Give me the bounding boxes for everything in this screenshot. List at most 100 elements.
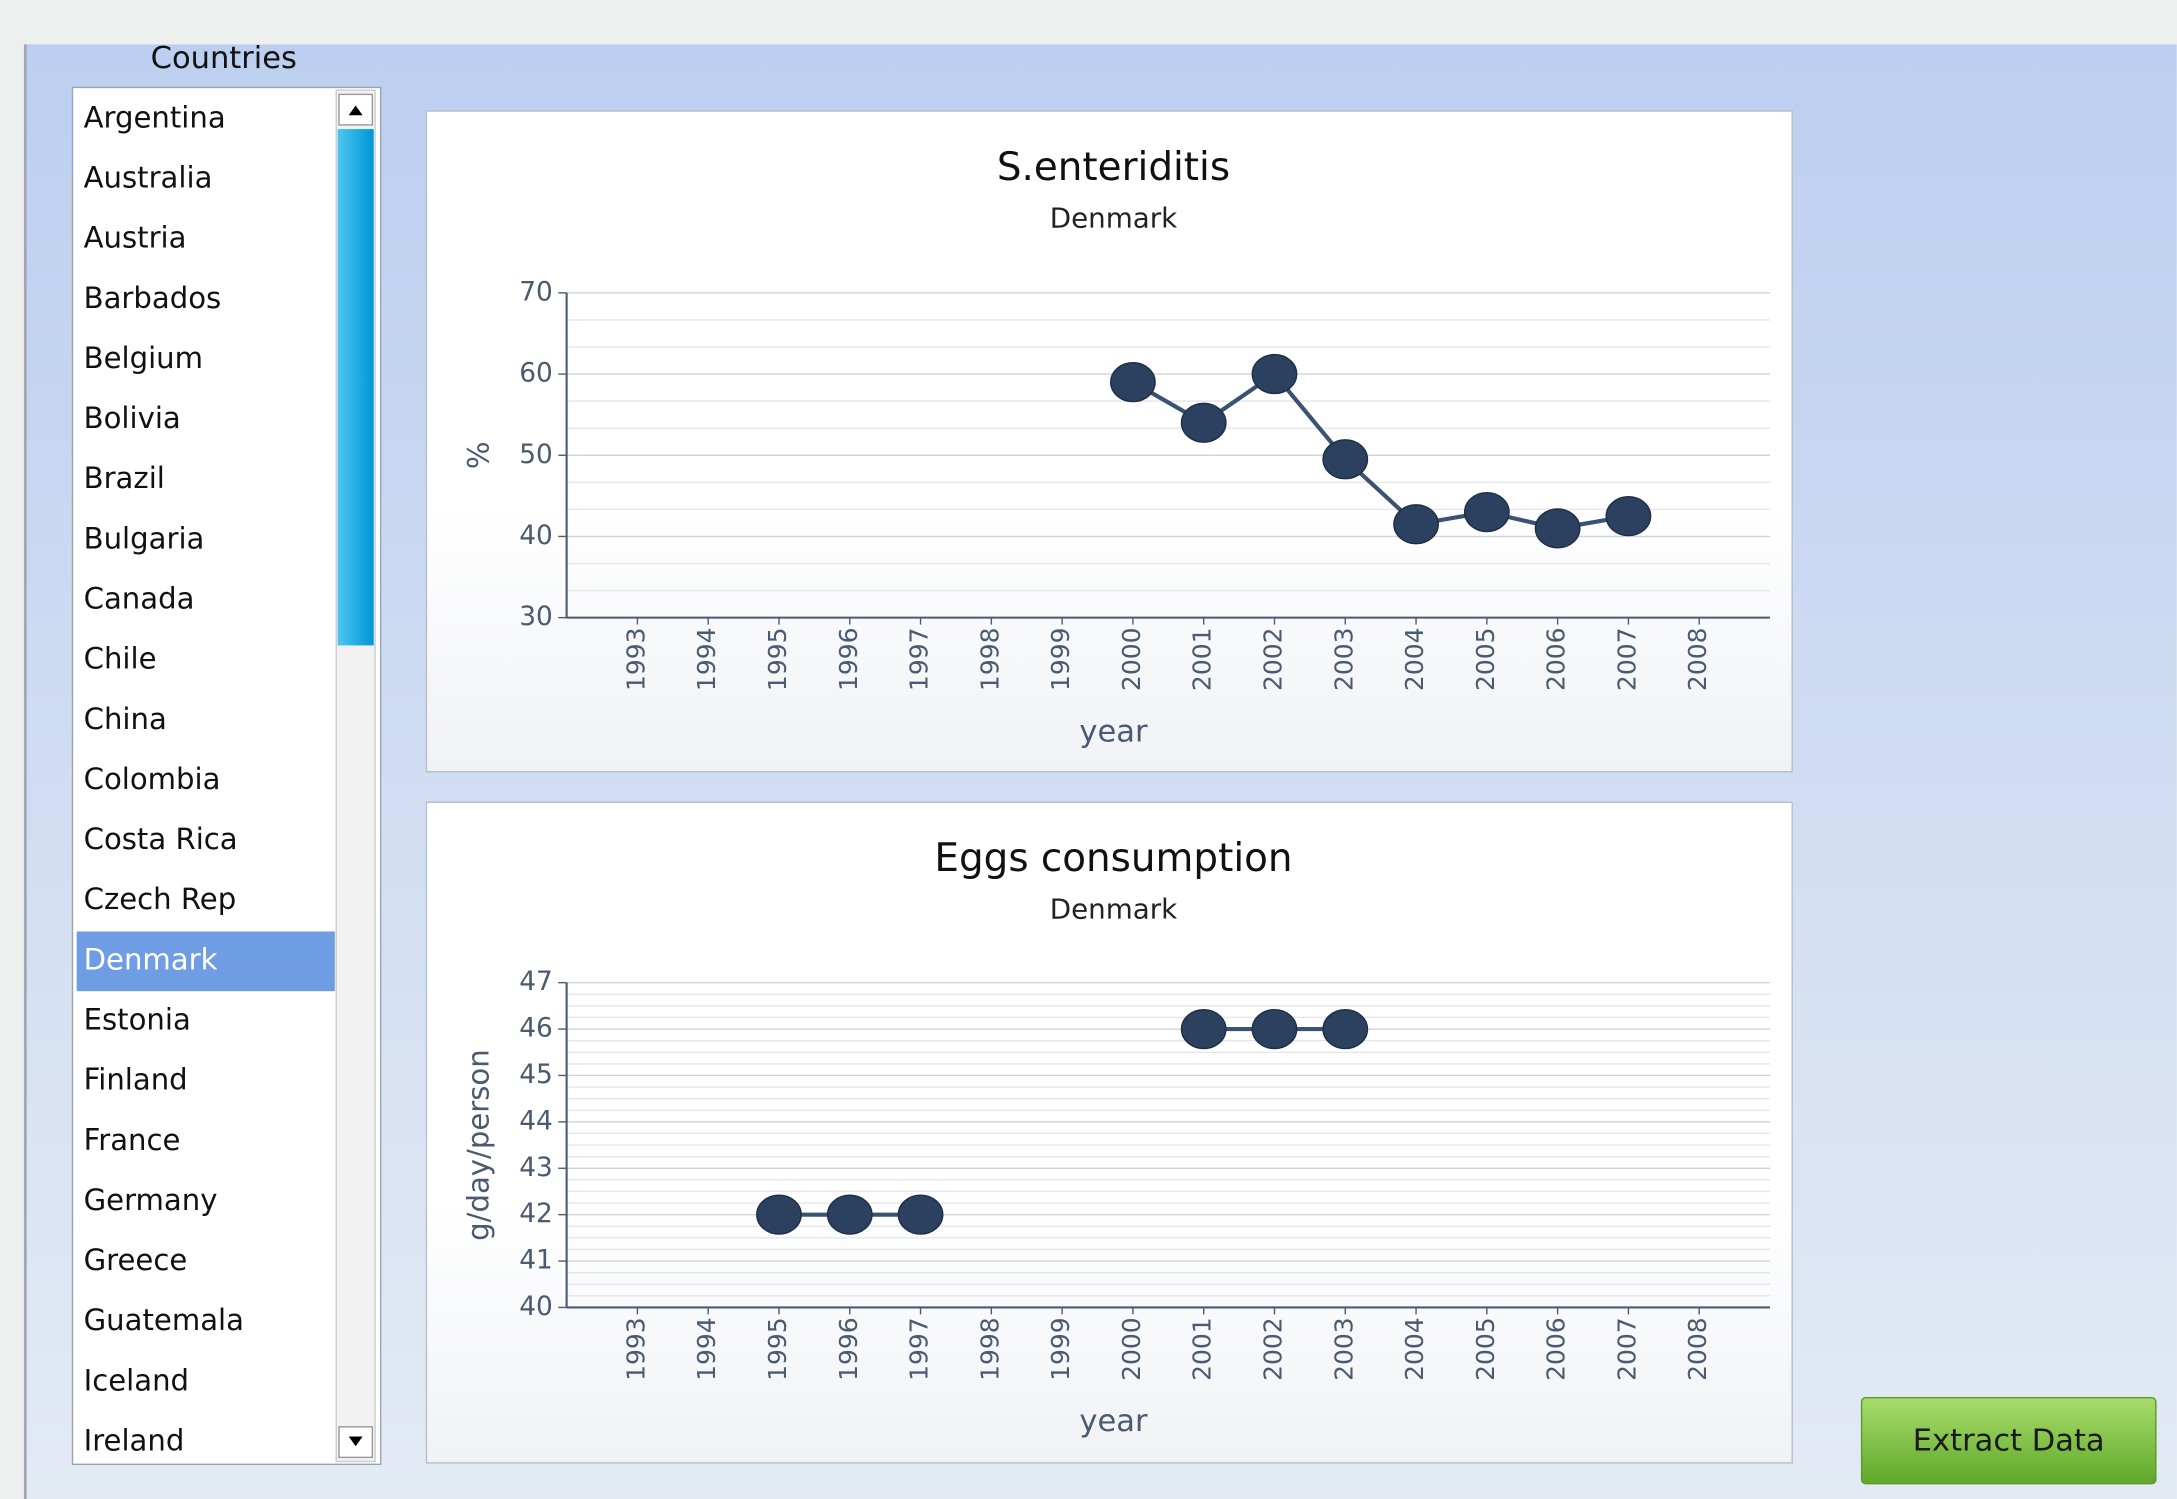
y-tick-label: 60 [519, 359, 553, 389]
x-axis-label: year [1079, 1404, 1148, 1439]
y-tick-label: 46 [519, 1014, 553, 1044]
y-tick-label: 45 [519, 1060, 553, 1090]
arrow-up [348, 105, 363, 116]
x-tick-label: 2006 [1542, 1317, 1571, 1381]
button-label: Extract Data [1913, 1424, 2105, 1459]
list-item[interactable]: Brazil [84, 461, 165, 495]
point [756, 1194, 802, 1235]
list-item[interactable]: Chile [84, 642, 157, 676]
point [1180, 1008, 1227, 1050]
x-tick-label: 2004 [1400, 1317, 1429, 1381]
list-item[interactable]: Finland [84, 1063, 188, 1097]
x-tick-label: 1995 [763, 1317, 792, 1381]
chart-panel [425, 801, 1793, 1464]
list-item[interactable]: Belgium [84, 341, 203, 375]
x-tick-label: 1994 [692, 628, 721, 692]
x-tick-label: 1996 [834, 1317, 863, 1381]
point [1534, 508, 1581, 549]
x-tick-label: 2006 [1542, 628, 1571, 692]
x-tick-label: 2008 [1683, 628, 1712, 692]
selected-row [76, 931, 335, 992]
x-axis-label: year [1079, 714, 1148, 749]
point [1322, 439, 1369, 480]
point [1110, 362, 1156, 403]
x-tick-label: 2008 [1683, 1317, 1712, 1381]
chart-subtitle: Denmark [1050, 893, 1178, 926]
y-tick-label: 42 [519, 1199, 553, 1229]
point [1322, 1008, 1369, 1050]
point [1393, 504, 1439, 545]
chart-title: Eggs consumption [934, 836, 1292, 881]
x-tick-label: 2003 [1329, 628, 1358, 692]
y-tick-label: 47 [519, 967, 553, 997]
list-item[interactable]: Colombia [84, 762, 221, 796]
chart-subtitle: Denmark [1050, 201, 1178, 234]
scroll-thumb[interactable] [337, 129, 374, 646]
list-item[interactable]: Ireland [84, 1423, 185, 1457]
list-item[interactable]: Germany [84, 1183, 218, 1217]
list-item[interactable]: Bulgaria [84, 521, 205, 555]
x-tick-label: 2005 [1471, 1317, 1500, 1381]
x-tick-label: 2001 [1188, 628, 1217, 692]
point [1251, 353, 1298, 395]
y-tick-label: 43 [519, 1153, 553, 1183]
point [826, 1194, 873, 1235]
x-tick-label: 2004 [1400, 628, 1429, 692]
list-title: Countries [151, 41, 297, 76]
x-tick-label: 2007 [1612, 628, 1641, 692]
list-item[interactable]: Guatemala [84, 1303, 244, 1337]
x-tick-label: 1994 [692, 1317, 721, 1381]
list-item[interactable]: Costa Rica [84, 822, 238, 856]
list-item[interactable]: China [84, 702, 167, 736]
y-tick-label: 70 [519, 277, 553, 307]
y-tick-label: 30 [519, 602, 553, 632]
chart-panel [425, 110, 1793, 773]
y-axis-label: % [462, 441, 496, 469]
point [1463, 491, 1510, 533]
extract-button[interactable] [1860, 1396, 2157, 1485]
x-tick-label: 1997 [905, 628, 934, 692]
point [897, 1194, 944, 1235]
x-tick-label: 2003 [1329, 1317, 1358, 1381]
list-item[interactable]: Argentina [84, 100, 226, 134]
list-item[interactable]: Iceland [84, 1363, 189, 1397]
list-item[interactable]: Canada [84, 581, 195, 615]
arrow-down [348, 1436, 363, 1447]
y-axis-label: g/day/person [462, 1049, 496, 1241]
x-tick-label: 2000 [1117, 628, 1146, 692]
x-tick-label: 1995 [763, 628, 792, 692]
list-item[interactable]: Austria [84, 221, 187, 255]
y-tick-label: 50 [519, 440, 553, 470]
list-item[interactable]: Australia [84, 161, 213, 195]
x-tick-label: 1999 [1046, 628, 1075, 692]
point [1605, 496, 1652, 537]
x-tick-label: 1993 [621, 628, 650, 692]
x-tick-label: 1993 [621, 1317, 650, 1381]
x-tick-label: 2002 [1258, 628, 1287, 692]
x-tick-label: 2007 [1612, 1317, 1641, 1381]
y-tick-label: 44 [519, 1106, 553, 1136]
x-tick-label: 1998 [975, 628, 1004, 692]
list-items: Argentina Australia Austria Barbados Belgium… [76, 100, 335, 1457]
list-item[interactable]: Denmark [84, 942, 218, 976]
y-tick-label: 40 [519, 1292, 553, 1322]
list-item[interactable]: Bolivia [84, 401, 181, 435]
list-item[interactable]: Greece [84, 1243, 188, 1277]
charts: S.enteriditis Denmark% year 30 40 50 60 70 1993 1… [425, 110, 1793, 1464]
point [1251, 1008, 1298, 1050]
y-tick-label: 40 [519, 521, 553, 551]
y-tick-label: 41 [519, 1246, 553, 1276]
x-tick-label: 1998 [975, 1317, 1004, 1381]
chart-title: S.enteriditis [997, 145, 1230, 190]
list-item[interactable]: Czech Rep [84, 882, 237, 916]
list-item[interactable]: Barbados [84, 281, 222, 315]
x-tick-label: 2000 [1117, 1317, 1146, 1381]
x-tick-label: 1999 [1046, 1317, 1075, 1381]
list-item[interactable]: France [84, 1123, 181, 1157]
x-tick-label: 1996 [834, 628, 863, 692]
x-tick-label: 2002 [1258, 1317, 1287, 1381]
list-item[interactable]: Estonia [84, 1002, 191, 1036]
country-list [71, 86, 382, 1465]
